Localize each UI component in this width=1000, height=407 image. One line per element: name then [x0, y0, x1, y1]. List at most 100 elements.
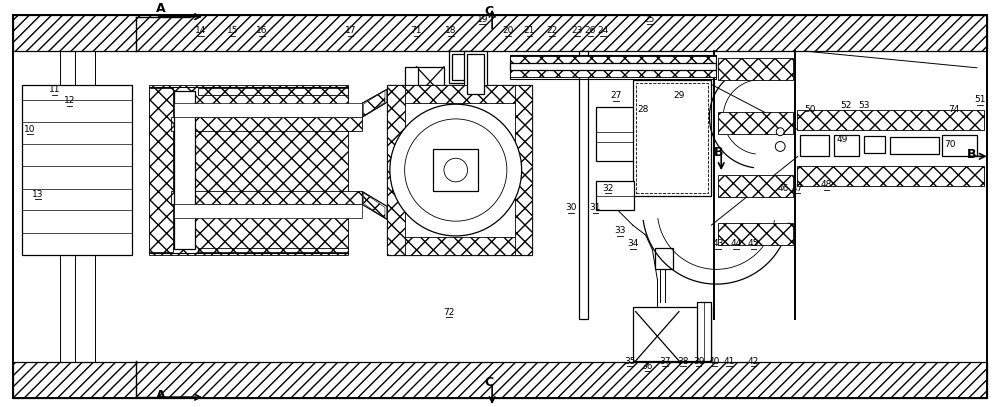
Bar — [387, 85, 532, 103]
Bar — [198, 248, 348, 252]
Text: C: C — [485, 376, 494, 389]
Bar — [510, 70, 716, 77]
Text: 71: 71 — [411, 26, 422, 35]
Text: B: B — [967, 148, 977, 161]
Bar — [449, 51, 469, 83]
Text: 40: 40 — [709, 357, 720, 366]
Text: 33: 33 — [614, 226, 626, 235]
Circle shape — [405, 119, 507, 221]
Circle shape — [444, 158, 468, 182]
Circle shape — [776, 128, 784, 136]
Text: 21: 21 — [524, 26, 535, 35]
Text: 36: 36 — [642, 362, 653, 371]
Text: 50: 50 — [804, 105, 815, 114]
Bar — [579, 51, 588, 319]
Bar — [510, 55, 716, 79]
Bar — [387, 237, 532, 255]
Text: 70: 70 — [945, 140, 956, 149]
Text: 25: 25 — [644, 15, 655, 24]
Text: 15: 15 — [227, 26, 238, 35]
Bar — [198, 88, 348, 95]
Bar — [22, 85, 132, 255]
Bar — [515, 85, 532, 255]
Text: 29: 29 — [673, 91, 685, 100]
Polygon shape — [362, 90, 387, 117]
Text: A: A — [156, 2, 166, 15]
Bar — [718, 112, 793, 133]
Text: 12: 12 — [64, 96, 75, 105]
Text: 48: 48 — [821, 180, 832, 189]
Bar — [464, 51, 487, 97]
Bar — [387, 85, 532, 255]
Bar — [452, 54, 466, 80]
Bar — [13, 15, 987, 51]
Bar — [416, 67, 444, 96]
Bar — [890, 137, 939, 154]
Bar — [797, 110, 984, 130]
Bar — [174, 103, 362, 117]
Circle shape — [775, 142, 785, 151]
Text: 27: 27 — [610, 91, 622, 100]
Text: 23: 23 — [571, 26, 582, 35]
Text: 45: 45 — [748, 239, 759, 248]
Text: 10: 10 — [24, 125, 36, 133]
Text: 34: 34 — [627, 239, 638, 248]
Text: 31: 31 — [590, 204, 601, 212]
Text: 53: 53 — [858, 101, 870, 110]
Text: 18: 18 — [445, 26, 457, 35]
Text: 35: 35 — [624, 357, 636, 366]
Text: A: A — [156, 389, 166, 402]
Text: 30: 30 — [565, 204, 577, 212]
Text: 14: 14 — [195, 26, 207, 35]
Text: B: B — [714, 146, 723, 159]
Text: 52: 52 — [840, 101, 852, 110]
Bar — [697, 302, 711, 361]
Bar — [13, 362, 987, 398]
Bar — [171, 191, 362, 204]
Bar — [387, 85, 405, 255]
Text: 74: 74 — [949, 105, 960, 114]
Text: 22: 22 — [546, 26, 558, 35]
Text: 39: 39 — [693, 357, 704, 366]
Text: 11: 11 — [49, 85, 60, 94]
Text: 47: 47 — [791, 184, 803, 193]
Bar — [718, 223, 793, 245]
Bar — [405, 67, 418, 96]
Text: 46: 46 — [777, 184, 789, 193]
Text: 37: 37 — [659, 357, 671, 366]
Text: 13: 13 — [32, 190, 44, 199]
Bar — [797, 166, 984, 186]
Text: 51: 51 — [974, 95, 986, 104]
Text: 17: 17 — [345, 26, 356, 35]
Bar — [467, 54, 484, 94]
Text: 42: 42 — [748, 357, 759, 366]
Bar — [510, 63, 716, 70]
Bar — [149, 88, 173, 252]
Text: 28: 28 — [637, 105, 648, 114]
Bar — [718, 58, 793, 80]
Text: 44: 44 — [730, 239, 742, 248]
Text: C: C — [485, 4, 494, 18]
Bar — [655, 248, 673, 269]
Bar — [433, 149, 478, 191]
Bar — [636, 83, 708, 193]
Bar — [633, 307, 711, 361]
Bar — [633, 80, 711, 196]
Bar — [800, 135, 829, 156]
Text: 72: 72 — [443, 308, 455, 317]
Bar — [174, 92, 195, 249]
Bar — [834, 135, 859, 156]
Bar — [174, 204, 362, 218]
Text: 41: 41 — [723, 357, 735, 366]
Text: 43: 43 — [713, 239, 724, 248]
Text: 24: 24 — [598, 26, 609, 35]
Text: 32: 32 — [602, 184, 614, 193]
Bar — [171, 117, 362, 131]
Bar — [596, 107, 634, 161]
Circle shape — [390, 104, 522, 236]
Bar — [718, 175, 793, 197]
Bar — [596, 181, 634, 210]
Text: 16: 16 — [256, 26, 268, 35]
Text: 19: 19 — [477, 15, 488, 24]
Text: 38: 38 — [677, 357, 689, 366]
